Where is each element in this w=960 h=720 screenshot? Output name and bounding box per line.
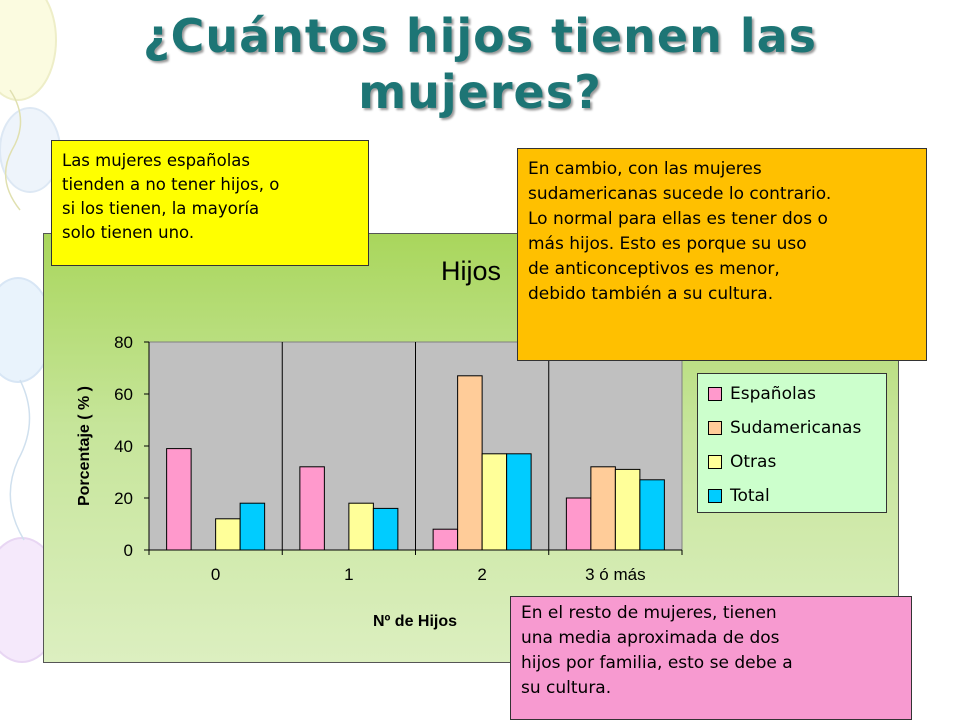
callout-sudamericanas: En cambio, con las mujeres sudamericanas …	[517, 148, 927, 361]
callout-sudamericanas-line: debido también a su cultura.	[528, 284, 774, 304]
callout-espanolas: Las mujeres españolas tienden a no tener …	[51, 140, 369, 266]
callout-sudamericanas-line: más hijos. Esto es porque su uso	[528, 234, 807, 254]
bar-otras	[481, 453, 508, 551]
x-tick-label: 2	[477, 565, 486, 584]
callout-resto: En el resto de mujeres, tienen una media …	[510, 596, 912, 720]
bar-total	[506, 453, 532, 551]
callout-sudamericanas-line: Lo normal para ellas es tener dos o	[528, 209, 828, 229]
legend-swatch	[708, 387, 722, 401]
callout-espanolas-line: solo tienen uno.	[62, 223, 195, 242]
bar-chart: Hijos 0 20 40 60 80 0 1 2 3 ó más Nº de Hijos Porce…	[76, 256, 683, 630]
legend-label: Sudamericanas	[730, 418, 862, 438]
callout-espanolas-line: tienden a no tener hijos, o	[62, 175, 280, 194]
callout-espanolas-line: si los tienen, la mayoría	[62, 199, 260, 218]
bar-otras	[614, 468, 641, 551]
legend-label: Total	[730, 486, 770, 506]
bar-total	[239, 502, 266, 551]
legend-swatch	[708, 489, 722, 503]
callout-resto-line: En el resto de mujeres, tienen	[521, 603, 777, 623]
bar-sudamericanas	[590, 466, 616, 551]
y-tick-label: 0	[124, 541, 133, 560]
x-tick-label: 3 ó más	[585, 565, 645, 584]
bar-españolas	[166, 448, 192, 551]
legend-item: Total	[708, 484, 770, 508]
y-tick-label: 40	[114, 437, 133, 456]
bar-total	[639, 479, 665, 551]
y-tick-label: 20	[114, 489, 133, 508]
slide-title: ¿Cuántos hijos tienen las mujeres?	[40, 8, 920, 120]
bar-otras	[215, 518, 241, 551]
callout-espanolas-line: Las mujeres españolas	[62, 151, 251, 170]
bar-españolas	[432, 528, 459, 551]
y-axis-label: Porcentaje ( % )	[76, 386, 93, 506]
legend-label: Otras	[730, 452, 777, 472]
bar-otras	[348, 502, 374, 551]
bar-sudamericanas	[457, 375, 483, 551]
bar-españolas	[299, 466, 325, 551]
legend-item: Españolas	[708, 382, 816, 406]
slide-title-line2: mujeres?	[358, 65, 602, 119]
y-tick-label: 60	[114, 385, 133, 404]
legend-swatch	[708, 421, 722, 435]
callout-sudamericanas-line: sudamericanas sucede lo contrario.	[528, 184, 832, 204]
x-tick-label: 0	[211, 565, 220, 584]
bar-total	[372, 507, 399, 551]
x-axis-label: Nº de Hijos	[373, 613, 457, 630]
callout-resto-line: una media aproximada de dos	[521, 628, 780, 648]
legend-item: Otras	[708, 450, 776, 474]
callout-sudamericanas-line: En cambio, con las mujeres	[528, 159, 762, 179]
legend-label: Españolas	[730, 384, 816, 404]
legend-swatch	[708, 455, 722, 469]
legend-item: Sudamericanas	[708, 416, 861, 440]
chart-legend: Españolas Sudamericanas Otras Total	[697, 373, 887, 513]
callout-sudamericanas-line: de anticonceptivos es menor,	[528, 259, 780, 279]
callout-resto-line: su cultura.	[521, 678, 612, 698]
callout-resto-line: hijos por familia, esto se debe a	[521, 653, 793, 673]
y-tick-label: 80	[114, 333, 133, 352]
x-tick-label: 1	[344, 565, 353, 584]
bar-españolas	[565, 497, 592, 551]
slide-title-line1: ¿Cuántos hijos tienen las	[142, 9, 818, 63]
chart-title: Hijos	[441, 256, 501, 286]
